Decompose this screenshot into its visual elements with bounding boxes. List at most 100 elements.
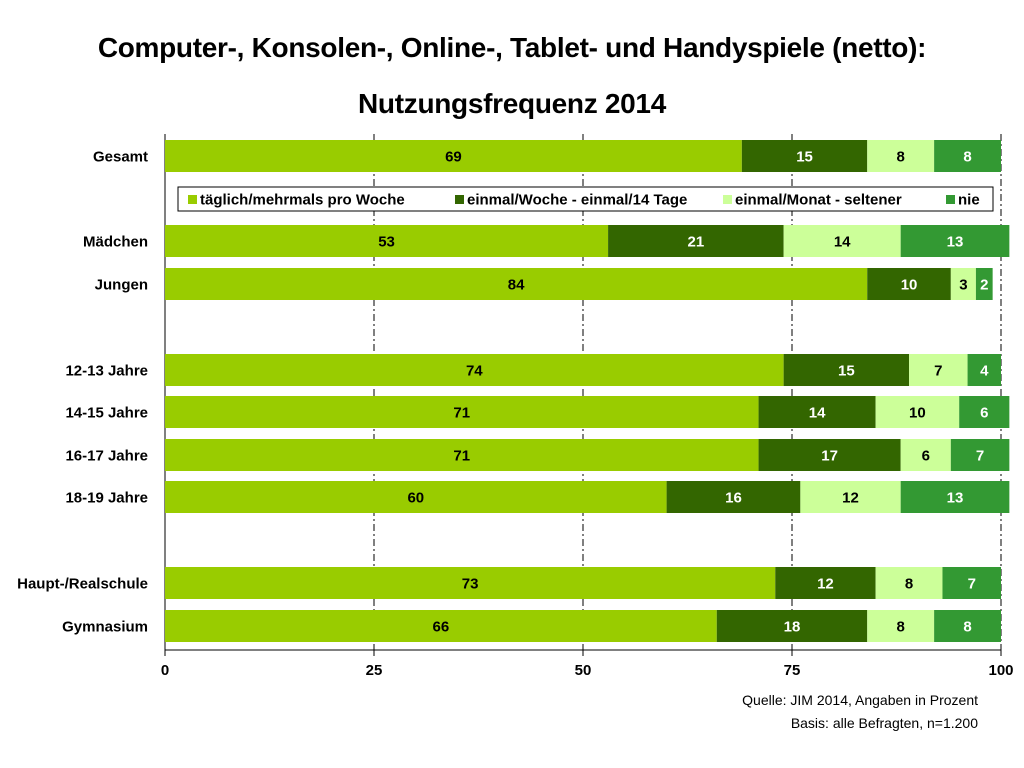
data-label: 71	[453, 405, 470, 422]
legend-swatch	[455, 195, 464, 204]
bar-segment	[783, 354, 910, 386]
bar-segment	[165, 396, 759, 428]
data-label: 16	[725, 490, 742, 507]
category-label: 18-19 Jahre	[65, 490, 148, 507]
data-label: 10	[901, 277, 918, 294]
legend-swatch	[188, 195, 197, 204]
basis-note: Basis: alle Befragten, n=1.200	[790, 715, 978, 731]
data-label: 74	[466, 363, 483, 380]
data-label: 15	[796, 149, 813, 166]
bar-segment	[950, 439, 1010, 471]
legend-swatch	[946, 195, 955, 204]
bar-segment	[165, 354, 784, 386]
bar-segment	[783, 225, 901, 257]
data-label: 8	[963, 149, 971, 166]
bar-segment	[666, 481, 801, 513]
x-tick-label: 100	[988, 662, 1013, 679]
bar-segment	[959, 396, 1010, 428]
data-label: 13	[947, 490, 964, 507]
data-label: 71	[453, 448, 470, 465]
bar-segment	[975, 268, 993, 300]
data-label: 18	[784, 619, 801, 636]
x-tick-label: 25	[366, 662, 383, 679]
data-label: 15	[838, 363, 855, 380]
category-label: 14-15 Jahre	[65, 405, 148, 422]
data-label: 12	[842, 490, 859, 507]
source-note: Quelle: JIM 2014, Angaben in Prozent	[742, 692, 978, 708]
legend-box	[177, 186, 994, 212]
data-label: 53	[378, 234, 395, 251]
bar-segment	[775, 567, 876, 599]
bar-segment	[165, 610, 717, 642]
data-label: 14	[834, 234, 851, 251]
bar-segment	[875, 396, 960, 428]
bar-segment	[875, 567, 943, 599]
data-label: 14	[809, 405, 826, 422]
category-label: Haupt-/Realschule	[17, 576, 148, 593]
data-label: 10	[909, 405, 926, 422]
bar-segment	[165, 268, 868, 300]
data-label: 60	[407, 490, 424, 507]
data-label: 21	[688, 234, 705, 251]
data-label: 84	[508, 277, 525, 294]
data-label: 7	[976, 448, 984, 465]
bar-segment	[942, 567, 1001, 599]
data-label: 6	[922, 448, 930, 465]
data-label: 73	[462, 576, 479, 593]
bar-segment	[934, 140, 1001, 172]
data-label: 8	[897, 149, 905, 166]
data-label: 66	[433, 619, 450, 636]
data-label: 4	[980, 363, 989, 380]
chart-title-line2: Nutzungsfrequenz 2014	[358, 88, 666, 119]
category-label: Mädchen	[83, 234, 148, 251]
data-label: 69	[445, 149, 462, 166]
legend-label: einmal/Monat - seltener	[735, 192, 902, 209]
bar-segment	[867, 140, 935, 172]
data-label: 7	[968, 576, 976, 593]
bar-segment	[867, 610, 935, 642]
legend-label: nie	[958, 192, 980, 209]
bar-segment	[608, 225, 784, 257]
legend-label: einmal/Woche - einmal/14 Tage	[467, 192, 687, 209]
data-label: 6	[980, 405, 988, 422]
legend-swatch	[723, 195, 732, 204]
bar-segment	[758, 396, 876, 428]
data-label: 13	[947, 234, 964, 251]
bar-segment	[900, 439, 951, 471]
bar-segment	[165, 140, 742, 172]
bar-segment	[909, 354, 968, 386]
bar-segment	[934, 610, 1001, 642]
bar-segment	[165, 439, 759, 471]
x-tick-label: 0	[161, 662, 169, 679]
bar-segment	[900, 481, 1010, 513]
data-label: 12	[817, 576, 834, 593]
bar-segment	[741, 140, 868, 172]
category-label: Gymnasium	[62, 619, 148, 636]
bar-segment	[716, 610, 868, 642]
chart-title-line1: Computer-, Konsolen-, Online-, Tablet- u…	[97, 32, 927, 63]
bar-segment	[950, 268, 976, 300]
legend-label: täglich/mehrmals pro Woche	[200, 192, 405, 209]
bar-segment	[900, 225, 1010, 257]
category-label: Jungen	[95, 277, 148, 294]
category-label: Gesamt	[93, 149, 148, 166]
data-label: 17	[821, 448, 838, 465]
data-label: 7	[934, 363, 942, 380]
data-label: 3	[959, 277, 967, 294]
data-label: 2	[980, 277, 988, 294]
bar-segment	[165, 567, 776, 599]
bar-segment	[165, 225, 609, 257]
category-label: 16-17 Jahre	[65, 448, 148, 465]
bar-segment	[165, 481, 667, 513]
bar-segment	[967, 354, 1001, 386]
data-label: 8	[905, 576, 913, 593]
bar-segment	[758, 439, 901, 471]
x-tick-label: 75	[784, 662, 801, 679]
bar-segment	[867, 268, 951, 300]
data-label: 8	[963, 619, 971, 636]
category-label: 12-13 Jahre	[65, 363, 148, 380]
data-label: 8	[897, 619, 905, 636]
x-tick-label: 50	[575, 662, 592, 679]
bar-segment	[800, 481, 901, 513]
